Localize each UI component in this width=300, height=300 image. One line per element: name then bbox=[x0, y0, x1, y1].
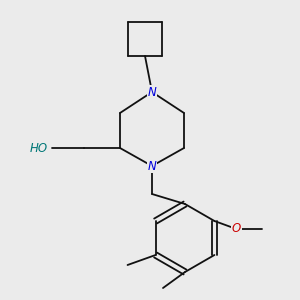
Text: HO: HO bbox=[30, 142, 48, 154]
Text: O: O bbox=[232, 223, 241, 236]
Text: N: N bbox=[148, 160, 156, 172]
Text: N: N bbox=[148, 85, 156, 98]
